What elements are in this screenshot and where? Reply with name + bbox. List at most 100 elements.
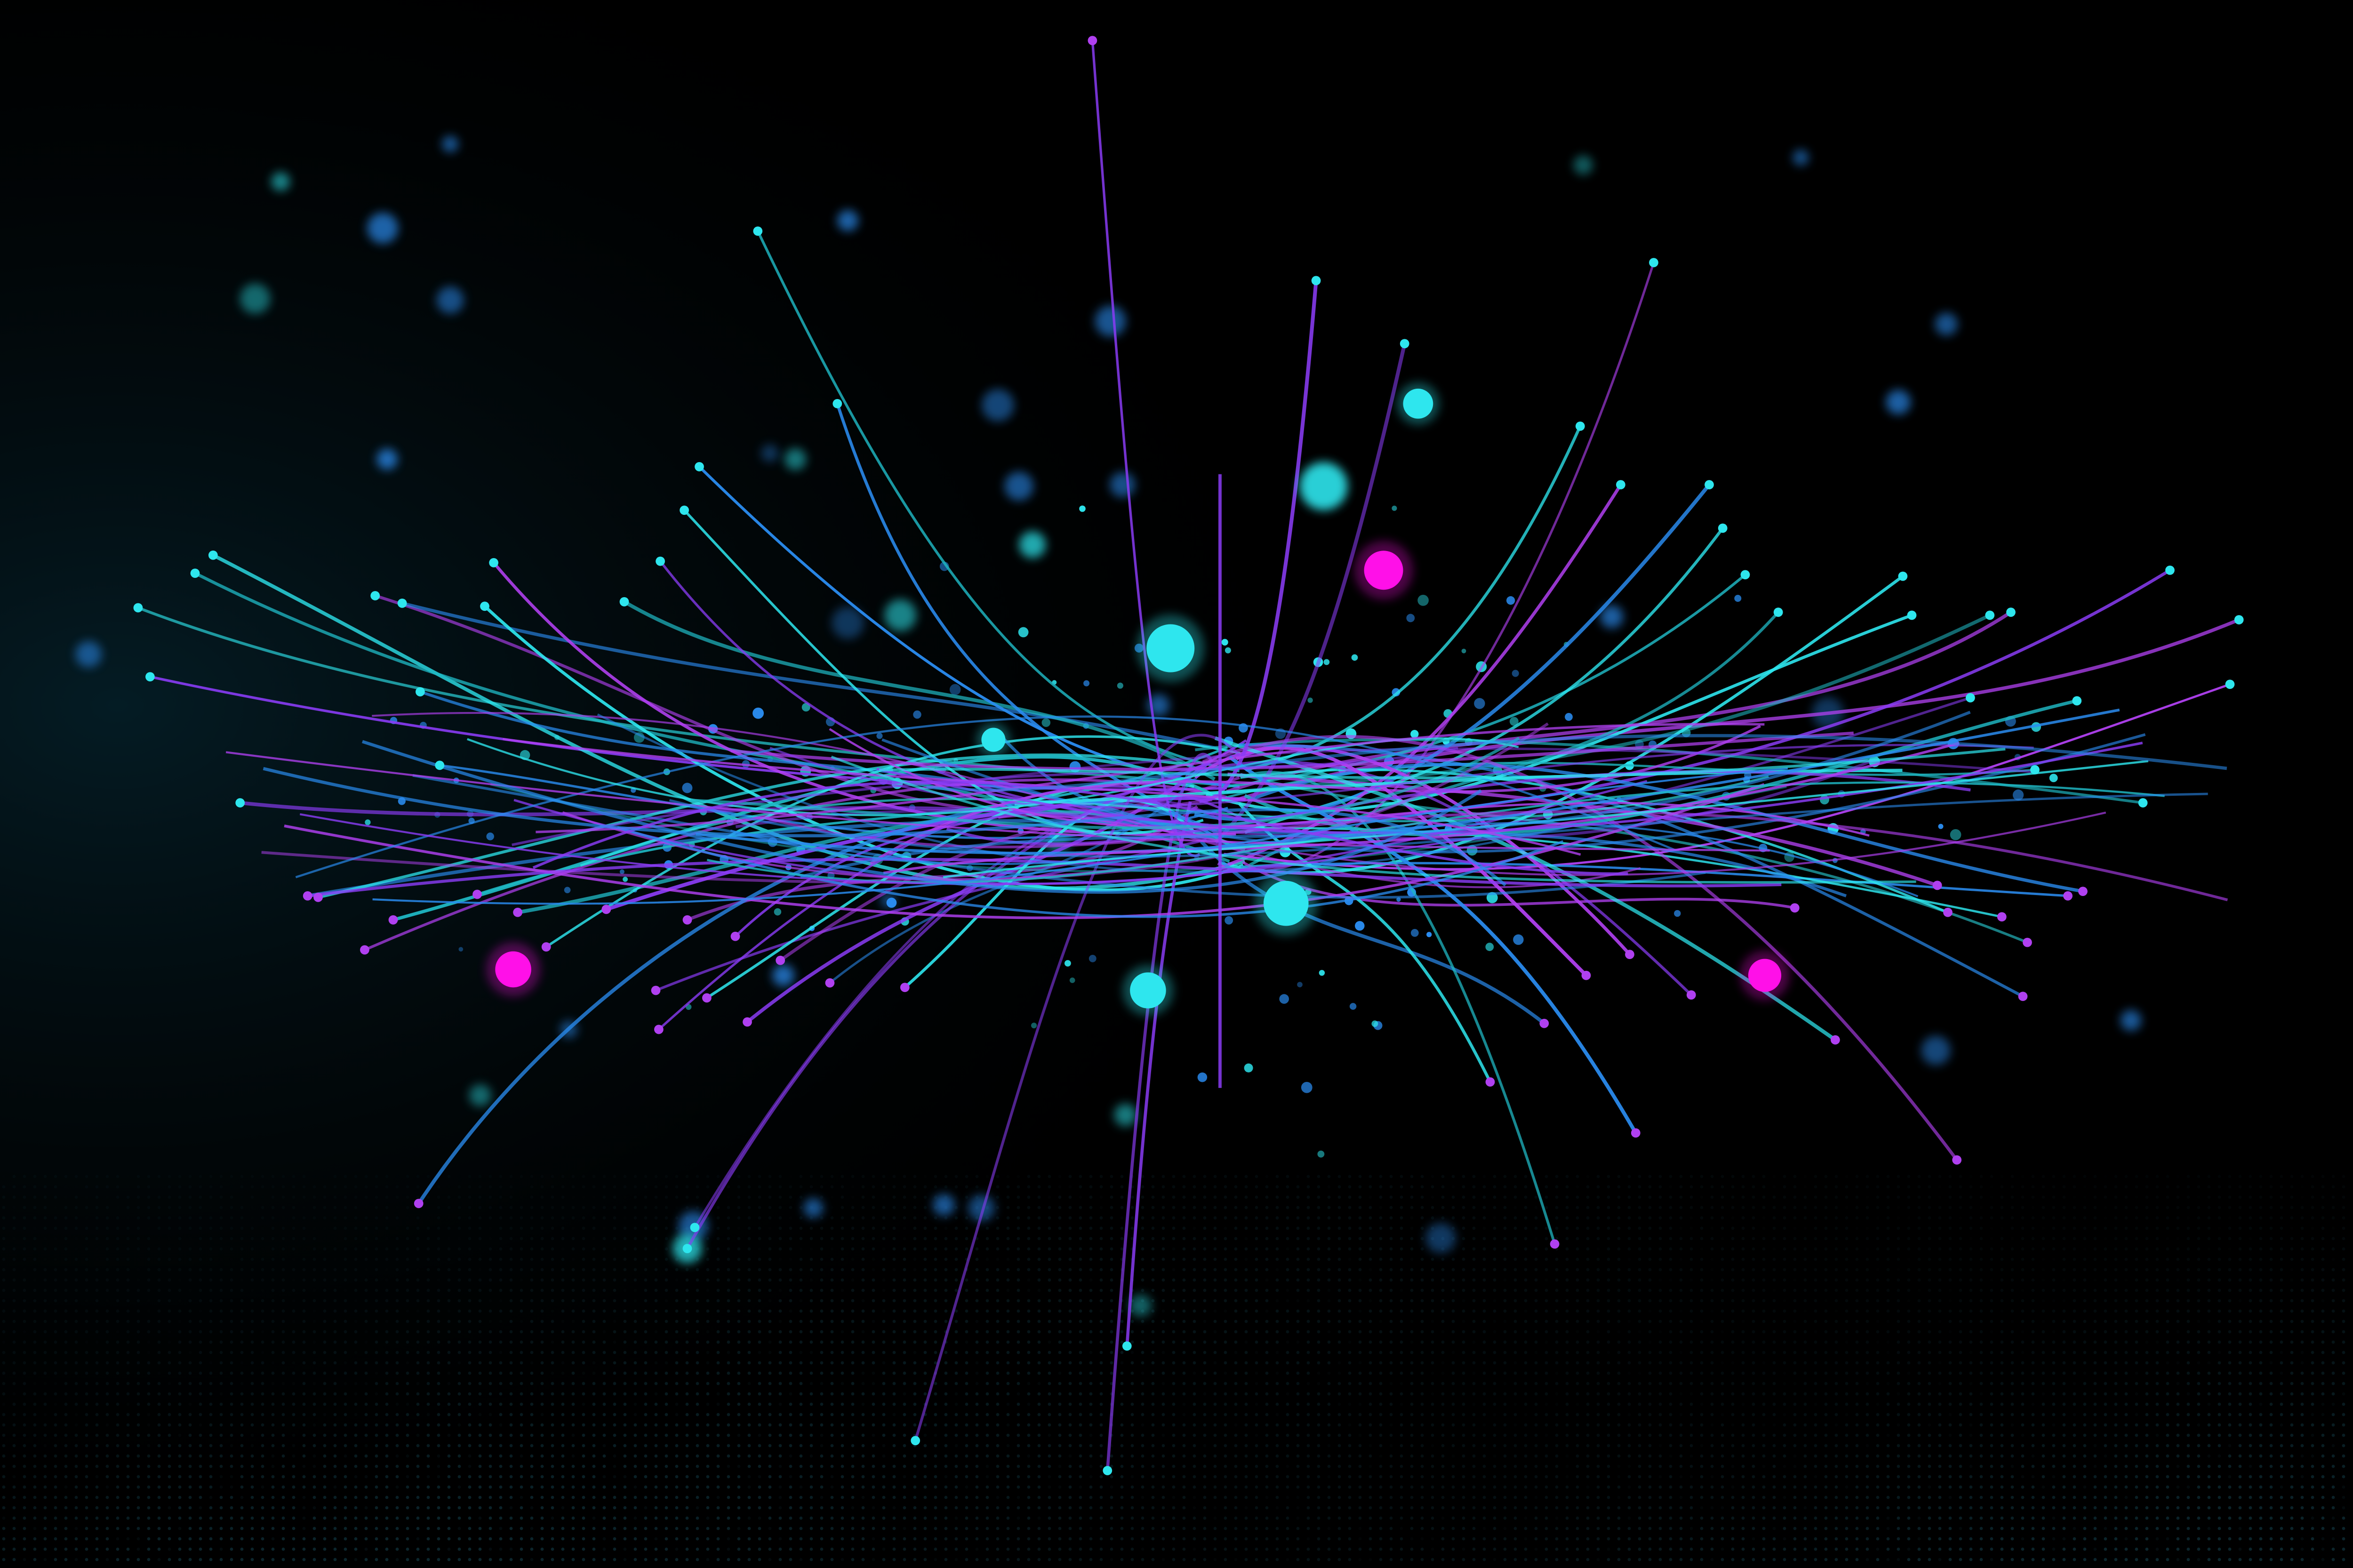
grid-dot	[2228, 1175, 2232, 1178]
grid-dot	[1161, 1195, 1165, 1199]
grid-dot	[664, 1185, 668, 1189]
grid-dot	[1027, 1175, 1031, 1178]
grid-dot	[323, 1195, 327, 1199]
grid-dot	[364, 1195, 368, 1199]
grid-dot	[116, 1185, 120, 1189]
grid-dot	[64, 1175, 68, 1178]
grid-dot	[344, 1195, 347, 1199]
grid-dot	[2238, 1175, 2242, 1178]
grid-dot	[509, 1175, 513, 1178]
grid-dot	[633, 1195, 637, 1199]
grid-dot	[364, 1185, 368, 1189]
grid-dot	[1928, 1185, 1931, 1189]
grid-dot	[675, 1195, 679, 1199]
grid-dot	[778, 1175, 782, 1178]
grid-dot	[1079, 1175, 1082, 1178]
grid-dot	[1048, 1195, 1051, 1199]
grid-dot	[540, 1185, 544, 1189]
grid-dot	[126, 1195, 130, 1199]
grid-dot	[582, 1185, 585, 1189]
grid-dot	[2010, 1185, 2014, 1189]
grid-dot	[2166, 1175, 2169, 1178]
grid-dot	[2145, 1185, 2149, 1189]
grid-dot	[996, 1185, 1000, 1189]
grid-dot	[468, 1185, 472, 1189]
grid-dot	[644, 1185, 648, 1189]
grid-dot	[95, 1195, 99, 1199]
grid-dot	[178, 1185, 182, 1189]
grid-dot	[23, 1175, 26, 1178]
grid-dot	[1317, 1185, 1321, 1189]
grid-dot	[292, 1175, 296, 1178]
grid-dot	[1337, 1175, 1341, 1178]
grid-dot	[1472, 1175, 1476, 1178]
grid-dot	[1296, 1175, 1300, 1178]
grid-dot	[1286, 1175, 1289, 1178]
grid-dot	[1482, 1175, 1486, 1178]
grid-dot	[250, 1195, 254, 1199]
grid-dot	[809, 1195, 813, 1199]
grid-dot	[468, 1175, 472, 1178]
grid-dot	[2290, 1175, 2294, 1178]
grid-dot	[2342, 1175, 2345, 1178]
grid-dot	[996, 1195, 1000, 1199]
grid-dot	[2093, 1175, 2097, 1178]
grid-dot	[1172, 1195, 1176, 1199]
grid-dot	[478, 1195, 482, 1199]
grid-dot	[1658, 1185, 1662, 1189]
grid-dot	[571, 1175, 575, 1178]
grid-dot	[2321, 1175, 2325, 1178]
grid-dot	[2, 1195, 6, 1199]
grid-dot	[664, 1195, 668, 1199]
grid-dot	[1431, 1175, 1434, 1178]
grid-dot	[1627, 1175, 1631, 1178]
grid-dot	[623, 1185, 627, 1189]
grid-dot	[2259, 1185, 2263, 1189]
grid-dot	[43, 1185, 47, 1189]
grid-dot	[1151, 1195, 1155, 1199]
grid-dot	[2331, 1175, 2335, 1178]
grid-dot	[809, 1175, 813, 1178]
grid-dot	[1586, 1185, 1590, 1189]
grid-dot	[633, 1185, 637, 1189]
grid-dot	[1027, 1195, 1031, 1199]
grid-dot	[85, 1175, 88, 1178]
grid-dot	[913, 1195, 917, 1199]
grid-dot	[1037, 1185, 1041, 1189]
grid-dot	[1006, 1195, 1010, 1199]
grid-dot	[1265, 1175, 1269, 1178]
grid-dot	[2300, 1175, 2304, 1178]
grid-dot	[923, 1185, 927, 1189]
grid-dot	[2062, 1175, 2066, 1178]
grid-dot	[271, 1195, 275, 1199]
grid-dot	[1524, 1175, 1528, 1178]
grid-dot	[613, 1175, 616, 1178]
grid-dot	[727, 1185, 730, 1189]
grid-dot	[1296, 1185, 1300, 1189]
grid-dot	[696, 1185, 699, 1189]
grid-dot	[923, 1195, 927, 1199]
grid-dot	[1058, 1185, 1062, 1189]
grid-dot	[768, 1195, 772, 1199]
grid-dot	[2321, 1185, 2325, 1189]
grid-dot	[2010, 1175, 2014, 1178]
grid-dot	[136, 1185, 140, 1189]
grid-dot	[778, 1185, 782, 1189]
grid-dot	[1327, 1185, 1331, 1189]
grid-dot	[1513, 1185, 1517, 1189]
grid-dot	[1710, 1175, 1714, 1178]
grid-dot	[1669, 1185, 1673, 1189]
grid-dot	[2269, 1175, 2273, 1178]
grid-dot	[1700, 1185, 1704, 1189]
grid-dot	[302, 1195, 306, 1199]
grid-dot	[457, 1185, 461, 1189]
grid-dot	[2021, 1185, 2025, 1189]
grid-dot	[1182, 1175, 1186, 1178]
grid-dot	[2073, 1175, 2076, 1178]
grid-dot	[354, 1195, 358, 1199]
grid-dot	[1068, 1175, 1072, 1178]
grid-dot	[230, 1195, 233, 1199]
grid-dot	[157, 1175, 161, 1178]
grid-dot	[551, 1195, 554, 1199]
grid-dot	[2207, 1185, 2211, 1189]
